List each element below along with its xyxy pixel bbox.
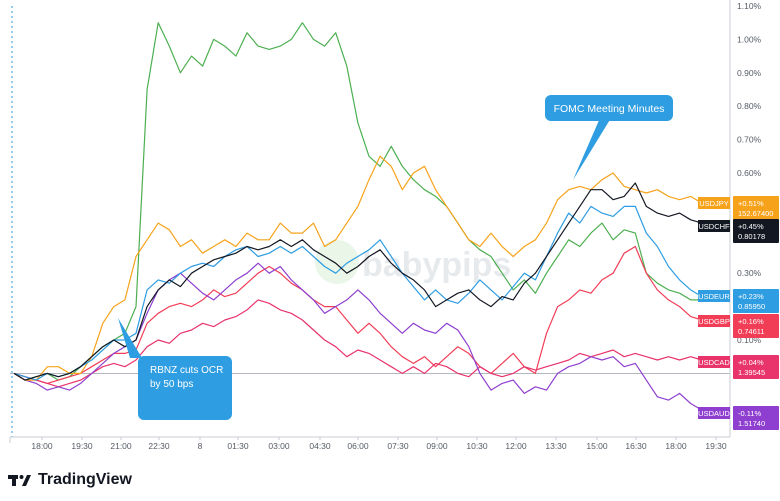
x-tick-label: 10:30 <box>466 441 488 451</box>
x-tick-label: 04:30 <box>309 441 331 451</box>
badge-value-bg <box>733 406 779 430</box>
x-tick-label: 03:00 <box>268 441 290 451</box>
grid <box>10 6 730 437</box>
annotation-rbnz: RBNZ cuts OCR by 50 bps <box>118 318 232 420</box>
badge-percent: +0.45% <box>738 222 764 231</box>
badge-name-bg <box>698 356 730 368</box>
badge-name: USDGBP <box>698 317 730 326</box>
tradingview-logo-icon <box>8 475 31 486</box>
x-tick-label: 13:30 <box>545 441 567 451</box>
y-tick-label: 0.90% <box>737 68 762 78</box>
badge-name-bg <box>698 315 730 327</box>
x-tick-label: 8 <box>198 441 203 451</box>
badge-name: USDCHF <box>698 222 730 231</box>
x-tick-label: 01:30 <box>227 441 249 451</box>
y-tick-label: 0.60% <box>737 168 762 178</box>
annotations: FOMC Meeting Minutes RBNZ cuts OCR by 50 b… <box>118 95 673 420</box>
price-badge-usdcad: USDCAD +0.04%1.39545 <box>698 355 779 379</box>
price-badge-usdchf: USDCHF +0.45%0.80178 <box>698 219 779 243</box>
annotation-pointer <box>118 318 142 358</box>
x-tick-label: 19:30 <box>705 441 727 451</box>
y-tick-label: 0.10% <box>737 335 762 345</box>
price-badges: USDJPY +0.51%152.67400 USDCHF +0.45%0.80178… <box>698 196 779 430</box>
badge-price: 0.74611 <box>738 327 765 336</box>
badge-value-bg <box>733 196 779 220</box>
badge-percent: +0.16% <box>738 317 764 326</box>
annotation-pointer <box>573 118 611 180</box>
price-badge-usdgbp: USDGBP +0.16%0.74611 <box>698 314 779 338</box>
x-tick-label: 19:30 <box>71 441 93 451</box>
annotation-text: RBNZ cuts OCR by 50 bps <box>150 365 223 390</box>
badge-percent: +0.23% <box>738 292 764 301</box>
badge-percent: -0.11% <box>738 409 762 418</box>
badge-value-bg <box>733 289 779 313</box>
x-tick-label: 15:00 <box>586 441 608 451</box>
footer: TradingView <box>8 468 132 492</box>
x-tick-label: 16:30 <box>625 441 647 451</box>
badge-name: USDCAD <box>698 358 730 367</box>
series-line-usdcad <box>13 299 702 388</box>
series-line-usdjpy <box>13 155 703 381</box>
series-lines <box>13 22 705 411</box>
plot-area <box>10 6 730 437</box>
price-badge-usdjpy: USDJPY +0.51%152.67400 <box>698 196 779 220</box>
x-tick-label: 06:00 <box>347 441 369 451</box>
badge-value-bg <box>733 314 779 338</box>
badge-name-bg <box>698 197 730 209</box>
badge-value-bg <box>733 355 779 379</box>
y-tick-labels: 1.10% 1.00% 0.90% 0.80% 0.70% 0.60% 0.30% 0.10% <box>737 1 762 345</box>
badge-name: USDJPY <box>699 199 729 208</box>
watermark: babypips <box>315 240 511 284</box>
watermark-logo-icon <box>315 240 359 284</box>
x-tick-label: 18:00 <box>31 441 53 451</box>
y-tick-label: 0.30% <box>737 268 762 278</box>
y-tick-label: 0.80% <box>737 101 762 111</box>
annotation-box <box>545 95 673 121</box>
x-tick-labels: 18:00 19:30 21:00 22:30 8 01:30 03:00 04:30 06:0… <box>31 437 727 451</box>
watermark-text: babypips <box>362 246 511 284</box>
x-tick-label: 18:00 <box>665 441 687 451</box>
badge-name-bg <box>698 290 730 302</box>
x-tick-label: 07:30 <box>387 441 409 451</box>
annotation-text: FOMC Meeting Minutes <box>554 103 665 115</box>
y-tick-label: 0.70% <box>737 135 762 145</box>
badge-name: USDAUD <box>698 409 730 418</box>
annotation-box <box>138 356 232 420</box>
badge-price: 0.80178 <box>738 232 765 241</box>
x-tick-label: 09:00 <box>426 441 448 451</box>
badge-name: USDEUR <box>698 292 730 301</box>
badge-price: 0.85950 <box>738 302 765 311</box>
x-tick-label: 22:30 <box>148 441 170 451</box>
price-badge-usdeur: USDEUR +0.23%0.85950 <box>698 289 779 313</box>
badge-percent: +0.51% <box>738 199 764 208</box>
badge-price: 1.39545 <box>738 368 765 377</box>
badge-price: 1.51740 <box>738 419 765 428</box>
badge-percent: +0.04% <box>738 358 764 367</box>
y-tick-label: 1.10% <box>737 1 762 11</box>
footer-brand: TradingView <box>38 471 132 488</box>
series-line-green <box>13 22 702 381</box>
x-tick-label: 12:00 <box>505 441 527 451</box>
badge-price: 152.67400 <box>738 209 773 218</box>
annotation-fomc: FOMC Meeting Minutes <box>545 95 673 180</box>
badge-value-bg <box>733 219 779 243</box>
price-badge-usdaud: USDAUD -0.11%1.51740 <box>698 406 779 430</box>
badge-name-bg <box>698 407 730 419</box>
badge-name-bg <box>698 220 730 232</box>
y-tick-label: 1.00% <box>737 34 762 44</box>
x-tick-label: 21:00 <box>110 441 132 451</box>
